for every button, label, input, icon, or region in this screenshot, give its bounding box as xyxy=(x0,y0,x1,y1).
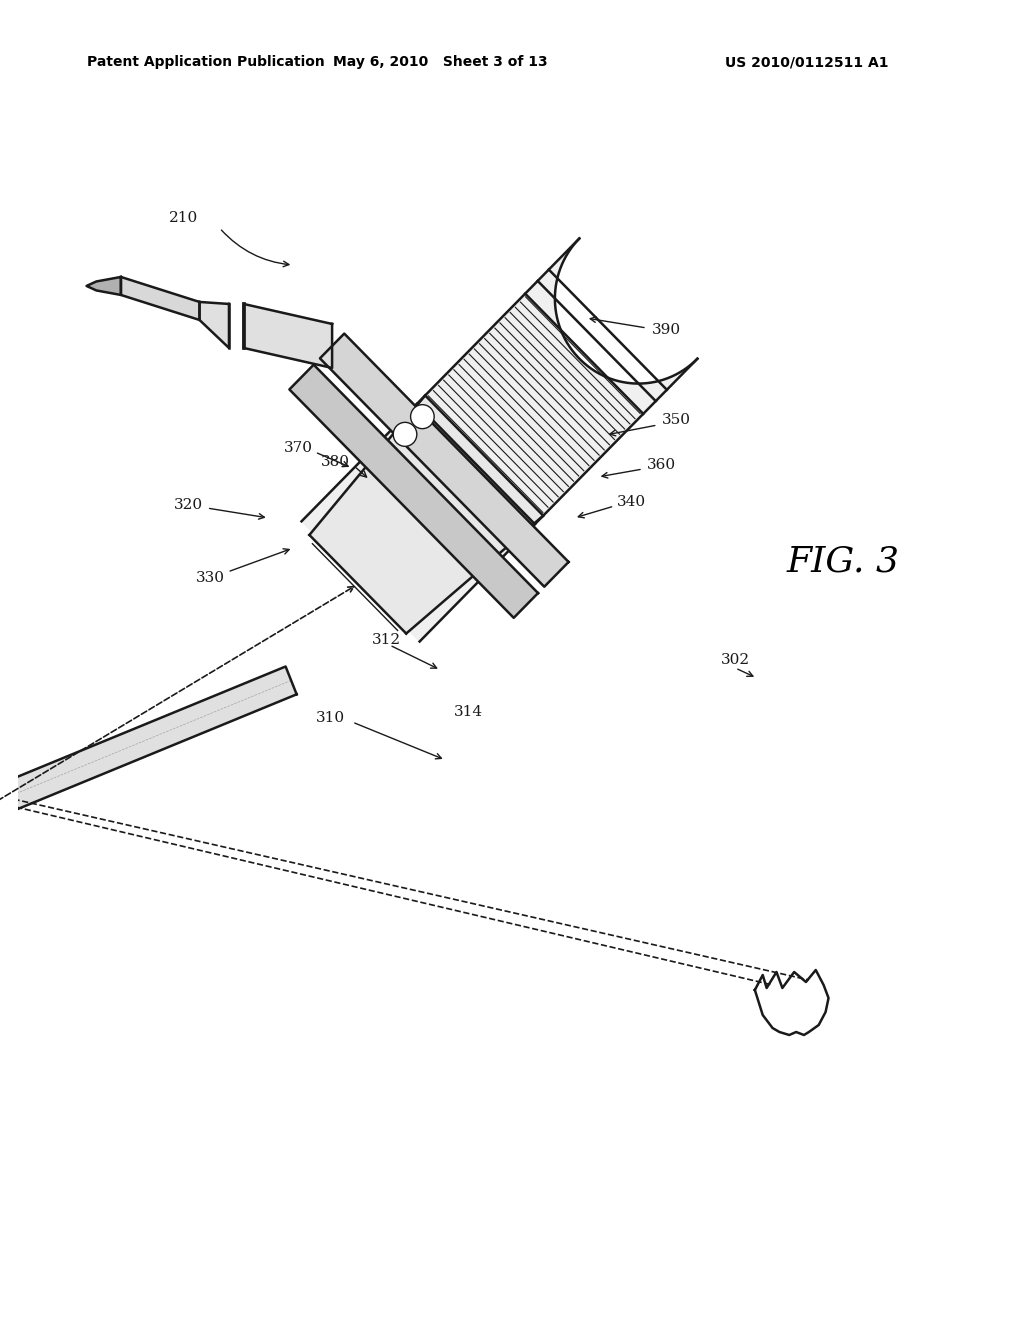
Circle shape xyxy=(411,405,434,429)
Text: 340: 340 xyxy=(617,495,646,510)
Text: US 2010/0112511 A1: US 2010/0112511 A1 xyxy=(725,55,889,69)
Polygon shape xyxy=(3,667,297,810)
Text: 310: 310 xyxy=(316,711,345,725)
Text: May 6, 2010   Sheet 3 of 13: May 6, 2010 Sheet 3 of 13 xyxy=(333,55,548,69)
Polygon shape xyxy=(121,277,200,319)
Polygon shape xyxy=(244,304,332,368)
Polygon shape xyxy=(301,239,697,642)
Ellipse shape xyxy=(0,784,6,820)
Text: 210: 210 xyxy=(169,211,198,224)
Ellipse shape xyxy=(0,779,10,826)
Polygon shape xyxy=(319,334,568,586)
Text: 302: 302 xyxy=(721,653,750,667)
Text: 360: 360 xyxy=(647,458,676,473)
Text: 312: 312 xyxy=(372,634,401,647)
Text: Patent Application Publication: Patent Application Publication xyxy=(87,55,325,69)
Text: 350: 350 xyxy=(662,413,690,426)
Circle shape xyxy=(393,422,417,446)
Text: 330: 330 xyxy=(196,572,224,585)
Polygon shape xyxy=(87,277,121,294)
Polygon shape xyxy=(309,396,544,634)
Polygon shape xyxy=(200,302,229,348)
Text: FIG. 3: FIG. 3 xyxy=(786,545,900,579)
Polygon shape xyxy=(290,364,538,618)
Text: 314: 314 xyxy=(454,705,482,719)
Text: 380: 380 xyxy=(322,455,350,469)
Polygon shape xyxy=(755,970,828,1035)
Text: 320: 320 xyxy=(174,498,203,512)
Text: 370: 370 xyxy=(284,441,313,455)
Text: 390: 390 xyxy=(651,323,681,337)
